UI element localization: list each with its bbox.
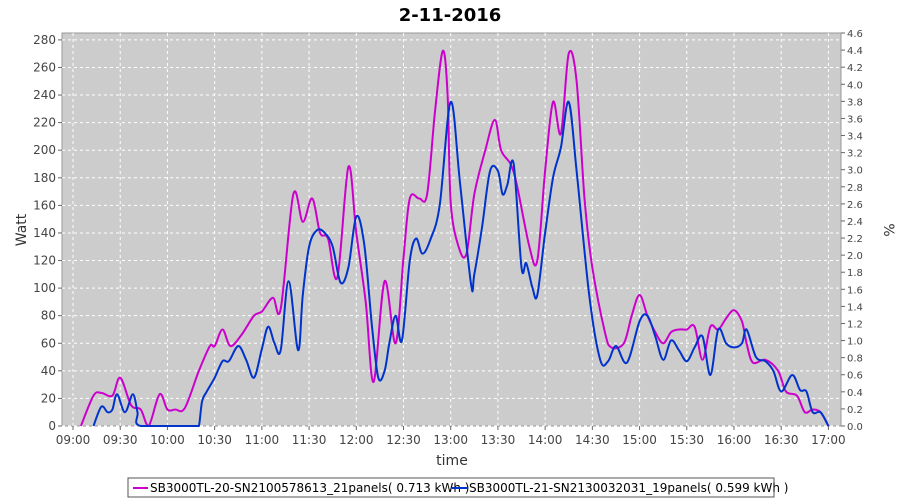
y-tick-label: 260 [33,60,56,74]
x-tick-label: 16:30 [764,433,799,447]
y-tick-label: 140 [33,226,56,240]
chart-title: 2-11-2016 [399,5,502,26]
y2-tick-label: 2.4 [847,217,863,228]
x-tick-label: 14:00 [528,433,563,447]
x-axis-label: time [436,453,468,469]
y-tick-label: 40 [41,364,56,378]
plot-area [61,32,842,427]
y2-tick-label: 2.8 [847,183,863,194]
y-tick-label: 200 [33,143,56,157]
y2-tick-label: 3.4 [847,132,863,143]
series-lines [79,49,830,427]
x-tick-label: 12:30 [386,433,421,447]
y2-tick-label: 3.6 [847,114,863,125]
x-tick-label: 13:00 [433,433,468,447]
x-axis-ticks: 09:00 09:30 10:00 10:30 11:00 11:30 12:00 12:30… [56,426,846,447]
y2-tick-label: 1.2 [847,319,863,330]
y2-axis-label: % [880,223,896,236]
y2-axis-ticks: 0.0 0.2 0.4 0.6 0.8 1.0 1.2 1.4 1.6 1.8 2.0 2.2 2.4 2… [841,29,863,433]
x-tick-label: 12:00 [339,433,374,447]
y-tick-label: 180 [33,171,56,185]
y-tick-label: 80 [41,309,56,323]
y2-tick-label: 4.2 [847,63,863,74]
x-tick-label: 10:30 [197,433,232,447]
y2-tick-label: 1.6 [847,285,863,296]
y-tick-label: 120 [33,254,56,268]
x-tick-label: 11:00 [245,433,280,447]
x-tick-label: 09:30 [103,433,138,447]
y2-tick-label: 2.6 [847,200,863,211]
y-tick-label: 60 [41,336,56,350]
y2-tick-label: 0.0 [847,422,863,433]
y-tick-label: 240 [33,88,56,102]
series-line-2 [92,100,830,427]
y2-tick-label: 0.8 [847,354,863,365]
series-line-1 [79,49,830,427]
y2-tick-label: 3.0 [847,166,863,177]
y2-tick-label: 4.0 [847,80,863,91]
y2-tick-label: 1.0 [847,337,863,348]
y-axis-label: Watt [14,213,30,246]
legend-label-2: SB3000TL-21-SN2130032031_19panels( 0.599… [469,481,788,495]
x-tick-label: 15:00 [622,433,657,447]
x-tick-label: 14:30 [575,433,610,447]
y-axis-ticks: 0 20 40 60 80 100 120 140 160 180 200 220 240 260 280 [33,33,62,433]
y2-tick-label: 1.8 [847,268,863,279]
y-tick-label: 100 [33,281,56,295]
x-tick-label: 15:30 [669,433,704,447]
y2-tick-label: 4.4 [847,46,863,57]
y-tick-label: 20 [41,391,56,405]
y-tick-label: 220 [33,116,56,130]
y2-tick-label: 1.4 [847,302,863,313]
x-tick-label: 17:00 [811,433,846,447]
y-tick-label: 0 [48,419,56,433]
x-tick-label: 13:30 [481,433,516,447]
x-tick-label: 11:30 [292,433,327,447]
y2-tick-label: 3.2 [847,149,863,160]
y2-tick-label: 2.2 [847,234,863,245]
legend-label-1: SB3000TL-20-SN2100578613_21panels( 0.713… [150,481,469,495]
y2-tick-label: 3.8 [847,97,863,108]
x-tick-label: 16:00 [717,433,752,447]
y2-tick-label: 2.0 [847,251,863,262]
x-tick-label: 10:00 [150,433,185,447]
x-tick-label: 09:00 [56,433,91,447]
y-tick-label: 280 [33,33,56,47]
y2-tick-label: 0.6 [847,371,863,382]
y2-tick-label: 0.4 [847,388,863,399]
y2-tick-label: 0.2 [847,405,863,416]
y2-tick-label: 4.6 [847,29,863,40]
y-tick-label: 160 [33,198,56,212]
legend [127,477,775,498]
